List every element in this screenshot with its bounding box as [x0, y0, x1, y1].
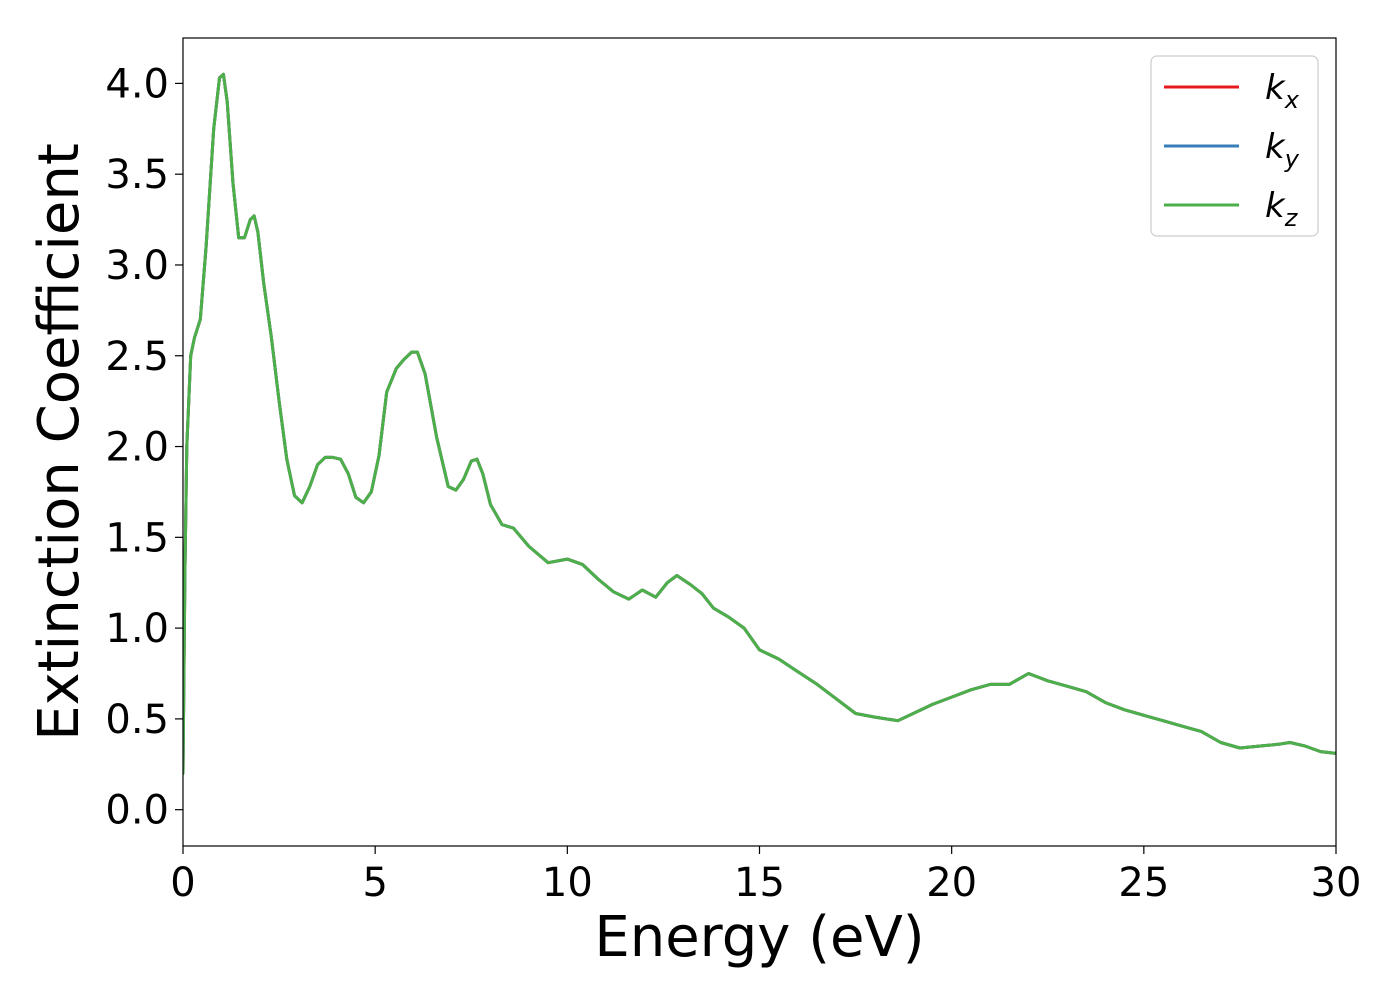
series-line-z: [183, 72, 1336, 775]
series-layer: [183, 72, 1336, 775]
x-tick-label: 5: [362, 860, 387, 906]
y-tick-label: 4.0: [105, 61, 169, 107]
y-tick-label: 1.5: [105, 515, 169, 561]
x-tick-label: 25: [1118, 860, 1169, 906]
y-tick-label: 2.0: [105, 425, 169, 471]
y-tick-label: 3.5: [105, 152, 169, 198]
legend-label-y: ky: [1265, 127, 1300, 173]
y-tick-label: 2.5: [105, 334, 169, 380]
x-tick-label: 0: [170, 860, 195, 906]
x-tick-label: 15: [734, 860, 785, 906]
y-tick-label: 0.0: [105, 788, 169, 834]
x-axis: 0 5 10 15 20 25 30: [170, 846, 1361, 906]
y-tick-label: 1.0: [105, 606, 169, 652]
x-tick-label: 30: [1311, 860, 1362, 906]
legend-label-z: kz: [1265, 186, 1299, 232]
x-tick-label: 20: [926, 860, 977, 906]
x-tick-label: 10: [542, 860, 593, 906]
y-tick-label: 3.0: [105, 243, 169, 289]
legend: kx ky kz: [1150, 55, 1319, 237]
y-axis: 0.0 0.5 1.0 1.5 2.0 2.5 3.0 3.5 4.0: [105, 61, 183, 834]
y-tick-label: 0.5: [105, 697, 169, 743]
legend-label-x: kx: [1265, 68, 1300, 114]
y-axis-title: Extinction Coefficient: [27, 143, 92, 741]
x-axis-title: Energy (eV): [594, 905, 924, 970]
